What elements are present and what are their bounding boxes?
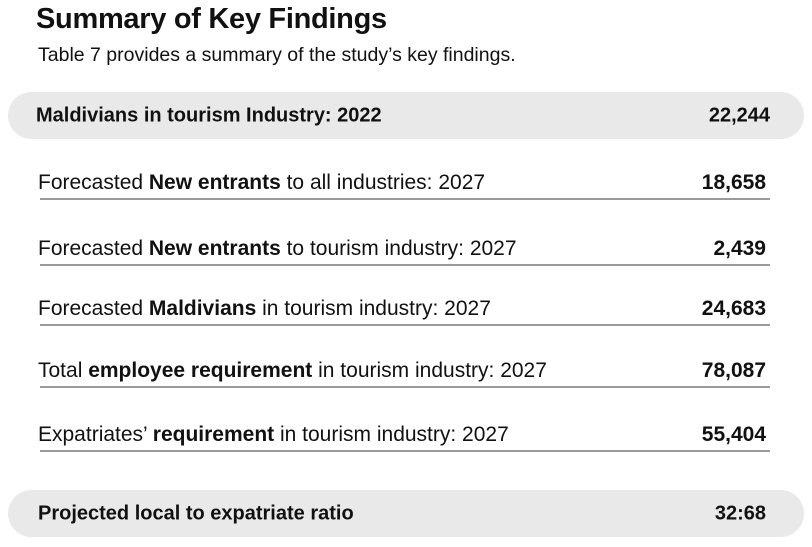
header-summary-value: 22,244 <box>708 104 770 126</box>
footer-ratio-label: Projected local to expatriate ratio <box>38 502 354 524</box>
finding-row-maldivians-tourism: Forecasted Maldivians in tourism industr… <box>38 292 770 326</box>
footer-ratio-value: 32:68 <box>714 502 766 524</box>
header-summary-row: Maldivians in tourism Industry: 2022 22,… <box>8 92 804 139</box>
footer-ratio-row: Projected local to expatriate ratio 32:6… <box>8 490 804 537</box>
finding-row-employee-requirement: Total employee requirement in tourism in… <box>38 354 770 388</box>
finding-value: 24,683 <box>701 297 766 320</box>
finding-label: Forecasted New entrants to tourism indus… <box>38 237 517 260</box>
finding-label: Total employee requirement in tourism in… <box>38 359 547 382</box>
finding-row-new-entrants-all: Forecasted New entrants to all industrie… <box>38 166 770 200</box>
finding-value: 55,404 <box>701 423 766 446</box>
finding-value: 78,087 <box>701 359 766 382</box>
finding-label: Expatriates’ requirement in tourism indu… <box>38 423 509 446</box>
header-summary-label: Maldivians in tourism Industry: 2022 <box>36 104 382 126</box>
finding-row-expatriates-requirement: Expatriates’ requirement in tourism indu… <box>38 418 770 452</box>
finding-label: Forecasted New entrants to all industrie… <box>38 171 486 194</box>
finding-label: Forecasted Maldivians in tourism industr… <box>38 297 491 320</box>
page-subtitle: Table 7 provides a summary of the study’… <box>38 44 516 66</box>
finding-value: 18,658 <box>701 171 766 194</box>
finding-row-new-entrants-tourism: Forecasted New entrants to tourism indus… <box>38 232 770 266</box>
finding-value: 2,439 <box>713 237 766 260</box>
page-title: Summary of Key Findings <box>36 3 387 35</box>
